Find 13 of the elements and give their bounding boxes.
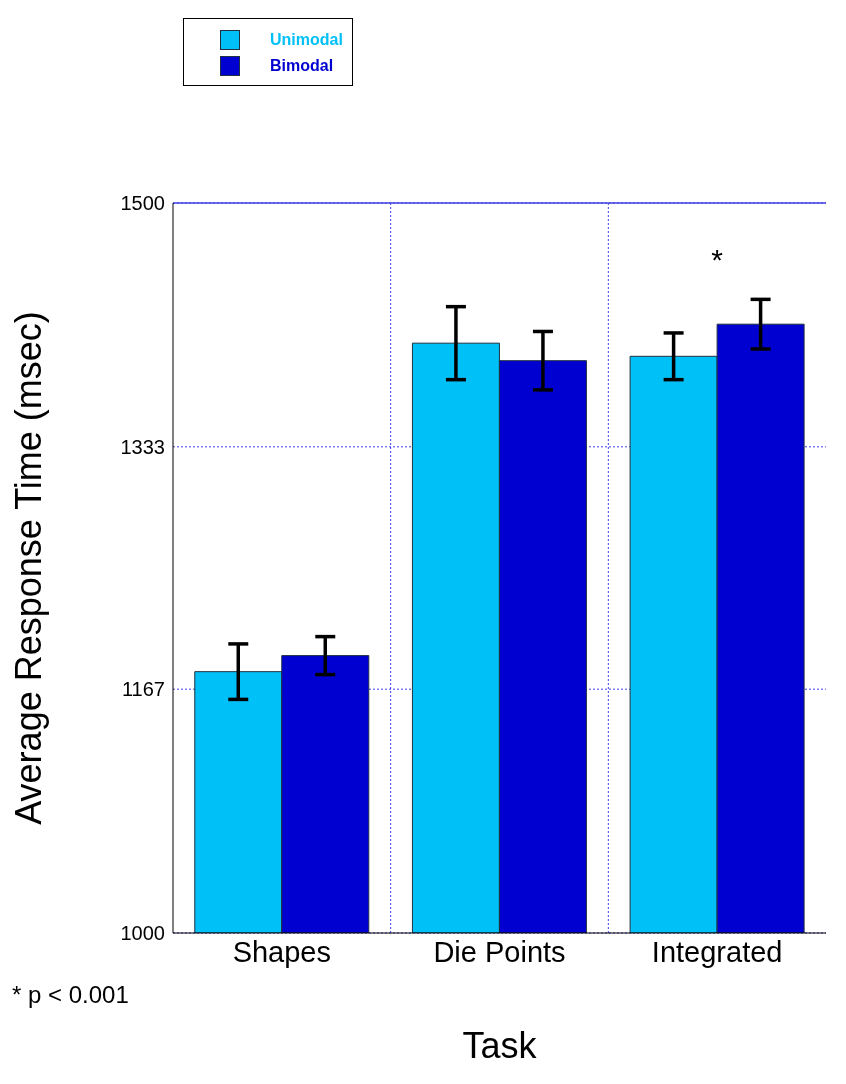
annotation: * — [711, 242, 724, 276]
y-tick-label: 1000 — [120, 922, 165, 945]
x-tick-label: Integrated — [651, 935, 783, 968]
x-axis-title: Task — [462, 1025, 538, 1066]
x-tick-label: Shapes — [232, 935, 332, 968]
legend-label: Bimodal — [270, 57, 334, 75]
y-tick-label: 1167 — [121, 678, 165, 701]
y-tick-label: 1333 — [120, 435, 165, 458]
x-tick-label: Die Points — [433, 935, 566, 968]
text: * p < 0.001 — [12, 981, 129, 1009]
legend-label: Unimodal — [270, 31, 343, 49]
y-axis-title: Average Response Time (msec) — [7, 311, 49, 825]
y-tick-label: 1500 — [120, 192, 165, 215]
